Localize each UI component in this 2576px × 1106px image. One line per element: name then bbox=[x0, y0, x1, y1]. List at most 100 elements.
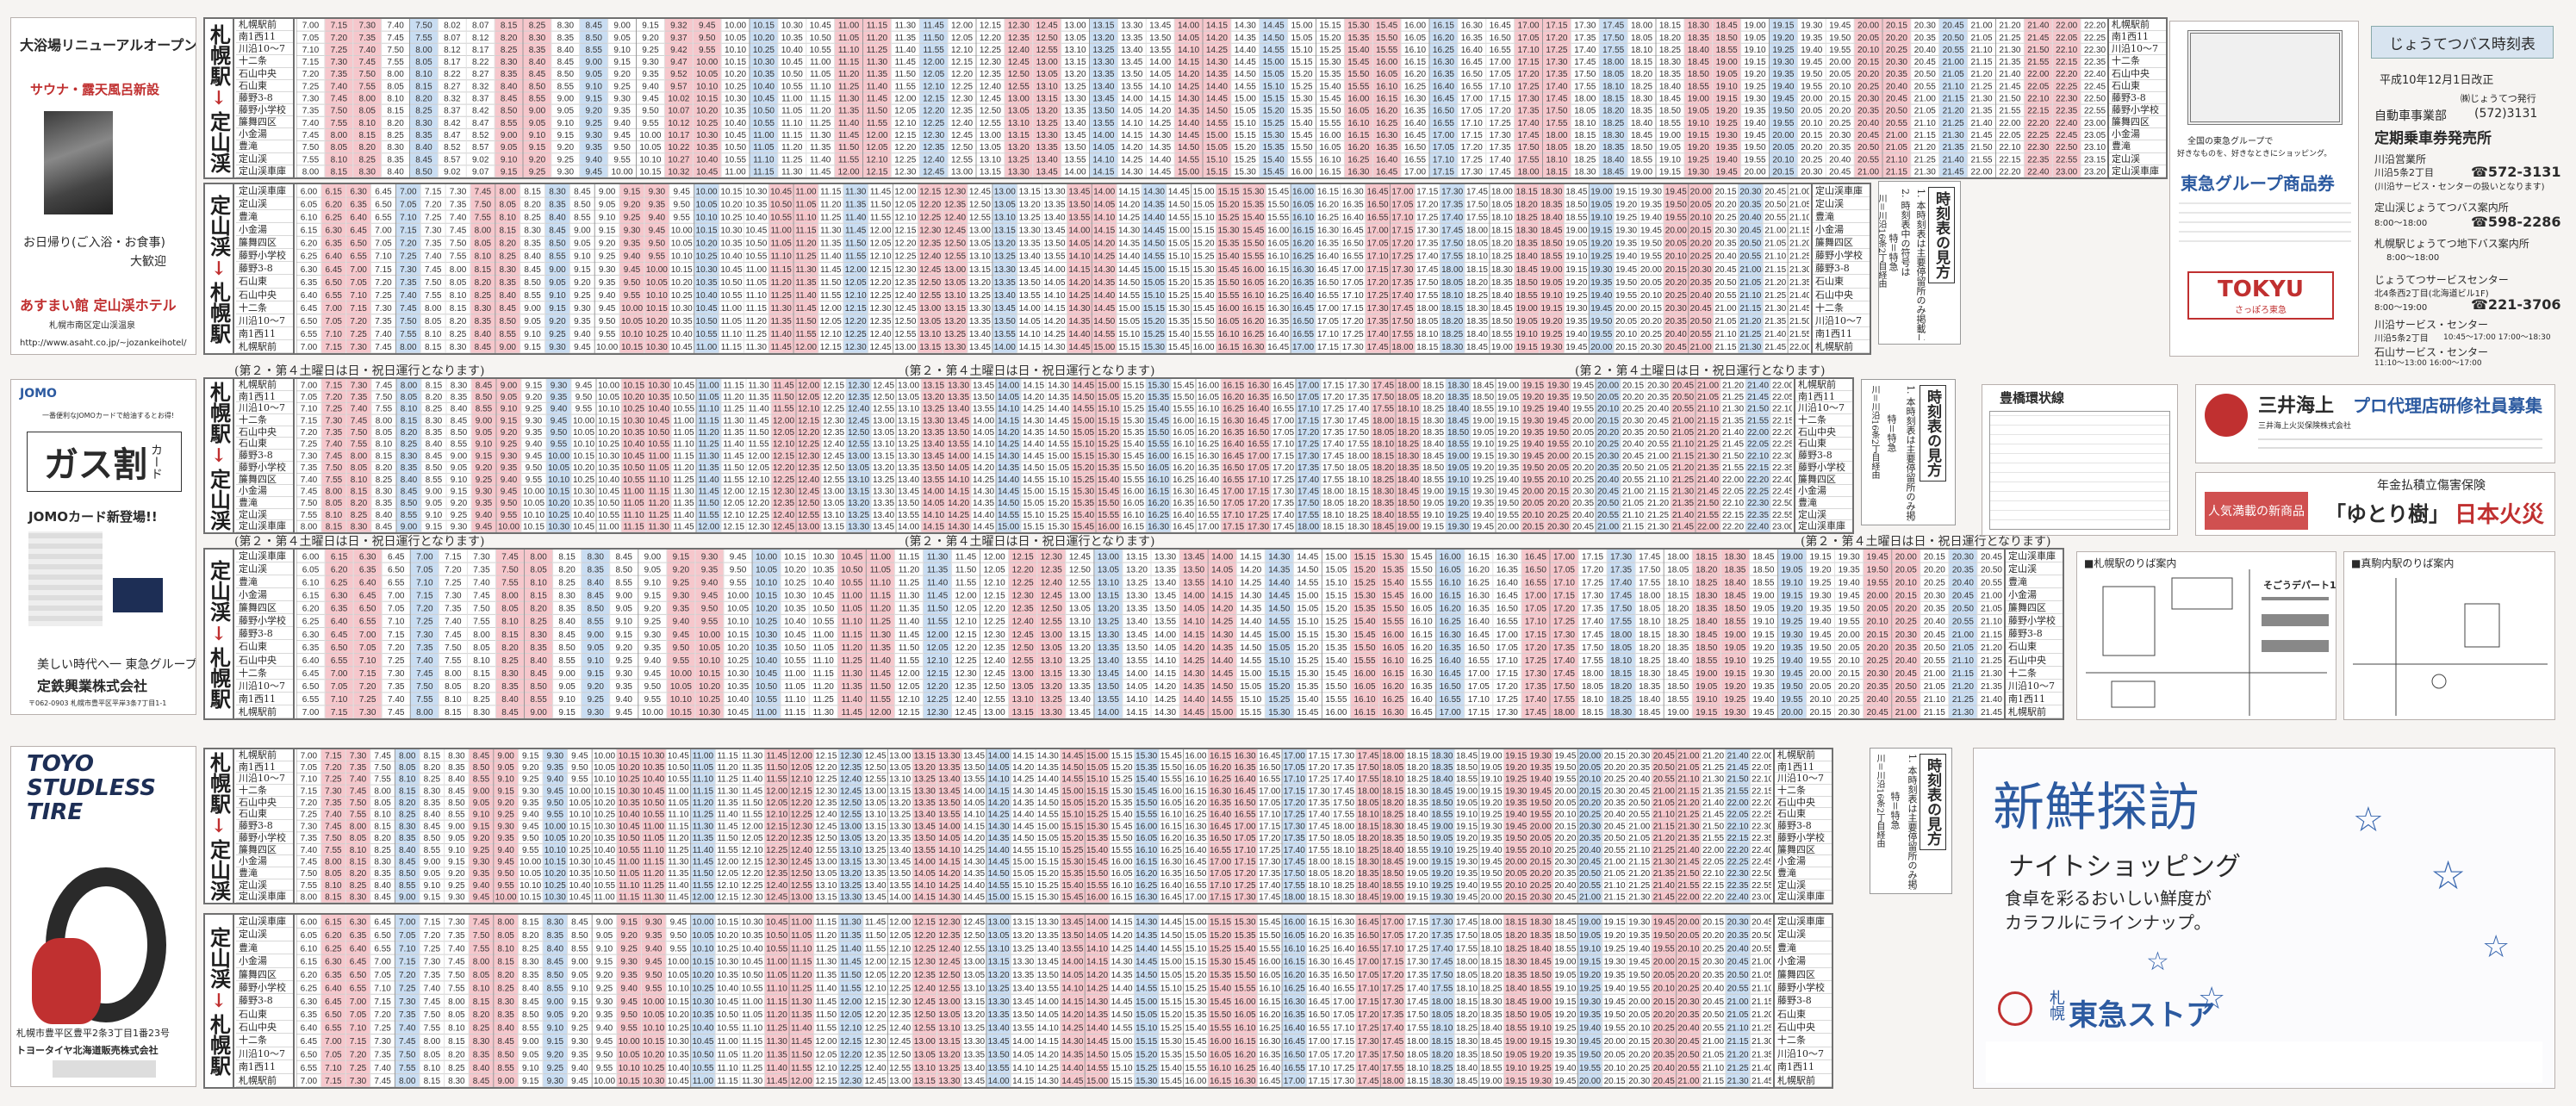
trip-time: 18.50 bbox=[1397, 499, 1419, 508]
trip-column bbox=[1471, 379, 1496, 532]
trip-time: 13.40 bbox=[873, 511, 894, 520]
trip-time: 20.15 bbox=[1924, 552, 1945, 562]
trip-time: 21.05 bbox=[1971, 34, 1993, 43]
trip-time: 20.05 bbox=[1839, 643, 1860, 653]
trip-time: 8.30 bbox=[473, 1037, 490, 1047]
trip-time: 16.00 bbox=[1173, 416, 1194, 426]
trip-time: 15.30 bbox=[1347, 22, 1369, 31]
trip-time: 8.55 bbox=[530, 695, 547, 705]
trip-time: 8.55 bbox=[557, 82, 575, 91]
trip-time: 14.00 bbox=[1149, 58, 1171, 67]
trip-time: 11.15 bbox=[721, 343, 743, 352]
trip-time: 21.15 bbox=[1981, 631, 2002, 640]
trip-column bbox=[669, 184, 694, 353]
trip-time: 12.20 bbox=[798, 428, 819, 438]
trip-time: 19.15 bbox=[1615, 187, 1637, 196]
trip-time: 13.30 bbox=[938, 751, 960, 761]
trip-time: 16.05 bbox=[1148, 463, 1169, 473]
trip-time: 9.40 bbox=[522, 811, 539, 820]
trip-time: 17.30 bbox=[1546, 58, 1567, 67]
trip-time: 11.10 bbox=[813, 656, 835, 666]
trip-column bbox=[551, 19, 580, 177]
trip-time: 14.20 bbox=[988, 798, 1010, 808]
trip-time: 13.35 bbox=[1126, 605, 1148, 614]
trip-time: 10.50 bbox=[598, 499, 619, 508]
trip-time: 9.05 bbox=[476, 428, 493, 438]
trip-time: 12.20 bbox=[919, 200, 941, 209]
trip-time: 7.05 bbox=[331, 682, 348, 692]
trip-time: 12.20 bbox=[894, 143, 916, 152]
trip-time: 19.55 bbox=[1772, 119, 1794, 128]
trip-time: 9.10 bbox=[599, 213, 616, 222]
trip-time: 10.50 bbox=[725, 143, 746, 152]
trip-time: 19.55 bbox=[1590, 330, 1612, 339]
trip-time: 9.00 bbox=[399, 893, 416, 903]
trip-time: 11.15 bbox=[770, 265, 792, 275]
trip-time: 19.05 bbox=[1688, 107, 1709, 116]
trip-column bbox=[666, 749, 691, 903]
trip-time: 17.55 bbox=[1610, 618, 1632, 627]
trip-time: 6.55 bbox=[374, 944, 391, 954]
trip-time: 8.20 bbox=[350, 869, 367, 879]
trip-time: 8.05 bbox=[425, 317, 442, 326]
toyo-barcode bbox=[53, 1060, 156, 1078]
trip-time: 20.45 bbox=[1829, 167, 1851, 177]
trip-time: 17.35 bbox=[1391, 278, 1413, 288]
trip-time: 17.15 bbox=[1468, 708, 1490, 718]
trip-time: 17.50 bbox=[1284, 869, 1305, 879]
trip-time: 7.25 bbox=[416, 618, 433, 627]
trip-column bbox=[1826, 19, 1855, 177]
route-destination: 定山渓 bbox=[206, 468, 232, 531]
trip-time: 19.20 bbox=[1447, 499, 1469, 508]
trip-time: 12.45 bbox=[1008, 58, 1030, 67]
trip-time: 7.55 bbox=[450, 252, 467, 262]
trip-time: 20.00 bbox=[1772, 131, 1794, 140]
trip-time: 13.55 bbox=[914, 846, 936, 855]
trip-time: 14.05 bbox=[973, 428, 994, 438]
trip-time: 14.20 bbox=[1121, 143, 1142, 152]
trip-time: 14.15 bbox=[1149, 95, 1171, 104]
onsen-url[interactable]: http://www.asaht.co.jp/~jozankeihotel/ bbox=[20, 339, 187, 348]
trip-time: 8.40 bbox=[448, 775, 465, 785]
trip-time: 10.55 bbox=[648, 440, 669, 450]
trip-time: 14.05 bbox=[1149, 70, 1171, 79]
jomo-company: 定鉄興業株式会社 bbox=[37, 678, 148, 694]
trip-time: 18.10 bbox=[1416, 330, 1438, 339]
trip-time: 18.00 bbox=[1397, 381, 1419, 390]
trip-time: 16.35 bbox=[1461, 34, 1483, 43]
trip-time: 11.00 bbox=[753, 131, 775, 140]
trip-time: 18.40 bbox=[1724, 578, 1745, 587]
trip-time: 13.40 bbox=[1098, 656, 1119, 666]
station-column-right: 定山渓車庫 定山渓 豊滝 小金湯 簾舞四区 藤野小学校 藤野3-8 石山東 石山中央 十二条 川沿1… bbox=[2004, 550, 2063, 718]
trip-column bbox=[1011, 749, 1036, 903]
trip-time: 20.15 bbox=[1690, 227, 1712, 236]
trip-time: 20.05 bbox=[1530, 834, 1552, 843]
trip-time: 16.20 bbox=[1383, 682, 1404, 692]
trip-time: 7.15 bbox=[302, 58, 320, 67]
trip-time: 19.15 bbox=[1565, 265, 1587, 275]
trip-time: 10.30 bbox=[548, 523, 569, 532]
trip-time: 14.05 bbox=[963, 798, 985, 808]
trip-time: 11.30 bbox=[895, 22, 917, 31]
station-name: 南1西11 bbox=[236, 31, 293, 44]
trip-time: 18.20 bbox=[1659, 34, 1681, 43]
trip-time: 12.15 bbox=[923, 95, 944, 104]
trip-time: 21.35 bbox=[1764, 317, 1786, 326]
trip-column bbox=[410, 550, 439, 718]
trip-column bbox=[1421, 379, 1446, 532]
trip-time: 9.15 bbox=[644, 592, 662, 601]
trip-time: 12.25 bbox=[742, 881, 763, 891]
trip-time: 14.15 bbox=[973, 451, 994, 461]
trip-time: 16.55 bbox=[1210, 846, 1231, 855]
trip-time: 9.25 bbox=[616, 656, 633, 666]
station-name: 藤野小学校 bbox=[236, 981, 293, 995]
trip-time: 10.05 bbox=[548, 463, 569, 473]
trip-time: 11.45 bbox=[810, 167, 831, 177]
trip-time: 12.05 bbox=[926, 643, 948, 653]
trip-time: 16.20 bbox=[1223, 393, 1244, 402]
trip-time: 18.00 bbox=[1491, 187, 1513, 196]
trip-time: 22.30 bbox=[1727, 869, 1749, 879]
trip-time: 16.25 bbox=[1185, 811, 1206, 820]
trip-time: 9.05 bbox=[424, 869, 441, 879]
trip-time: 12.50 bbox=[1041, 605, 1062, 614]
